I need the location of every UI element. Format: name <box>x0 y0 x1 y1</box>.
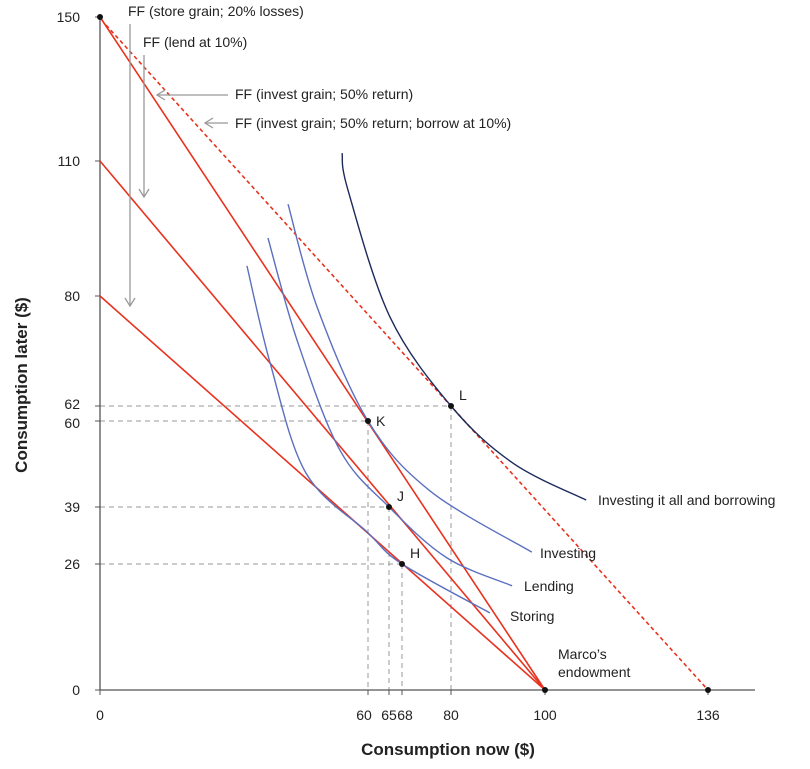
x-tick-label: 100 <box>533 707 557 723</box>
x-tick-label: 60 <box>356 707 372 723</box>
budget-line-2 <box>99 16 546 691</box>
point-marker <box>448 403 454 409</box>
point-marker <box>97 14 103 20</box>
point-label-L: L <box>459 387 467 403</box>
curve-label-storing: Storing <box>510 608 554 624</box>
borrow-arrow-head <box>203 117 214 129</box>
point-label-H: H <box>410 545 420 561</box>
y-tick-label: 26 <box>64 556 80 572</box>
y-axis-label: Consumption later ($) <box>12 297 31 473</box>
indifference-curve-1 <box>267 237 513 587</box>
x-tick-label: 80 <box>443 707 459 723</box>
lend-arrow-head <box>138 188 150 199</box>
indifference-curve-0 <box>246 265 491 614</box>
curve-label-lending: Lending <box>524 578 574 594</box>
endowment-label-1: Marco’s <box>558 646 607 662</box>
x-tick-label: 136 <box>696 707 720 723</box>
endowment-label-2: endowment <box>558 664 630 680</box>
y-tick-label: 0 <box>72 682 80 698</box>
invest-arrow-head <box>155 89 166 101</box>
indifference-curve-2 <box>287 204 533 553</box>
curve-label-investing: Investing <box>540 545 596 561</box>
store-arrow-head <box>124 297 136 308</box>
point-label-K: K <box>376 413 386 429</box>
budget-line-3 <box>105 24 709 691</box>
label-ff-lend: FF (lend at 10%) <box>143 34 247 50</box>
point-marker <box>386 504 392 510</box>
point-marker <box>399 561 405 567</box>
y-tick-label: 110 <box>58 153 81 169</box>
budget-line-0 <box>99 295 546 691</box>
budget-line-1 <box>99 160 546 691</box>
point-label-J: J <box>397 488 404 504</box>
point-marker <box>365 418 371 424</box>
indifference-curve-3 <box>341 152 587 501</box>
label-ff-invest: FF (invest grain; 50% return) <box>235 86 413 102</box>
y-tick-label: 80 <box>64 288 80 304</box>
y-tick-label: 62 <box>64 396 80 412</box>
point-marker <box>542 687 548 693</box>
x-tick-label: 65 <box>381 707 397 723</box>
curve-label-invest-all: Investing it all and borrowing <box>598 492 775 508</box>
y-tick-label: 39 <box>64 499 80 515</box>
y-tick-label: 150 <box>57 9 81 25</box>
x-tick-label: 68 <box>397 707 413 723</box>
point-marker <box>705 687 711 693</box>
x-axis-label: Consumption now ($) <box>361 740 535 759</box>
label-ff-store: FF (store grain; 20% losses) <box>128 3 304 19</box>
x-tick-label: 0 <box>96 707 104 723</box>
y-tick-label: 60 <box>64 415 80 431</box>
label-ff-invest-borrow: FF (invest grain; 50% return; borrow at … <box>235 115 511 131</box>
